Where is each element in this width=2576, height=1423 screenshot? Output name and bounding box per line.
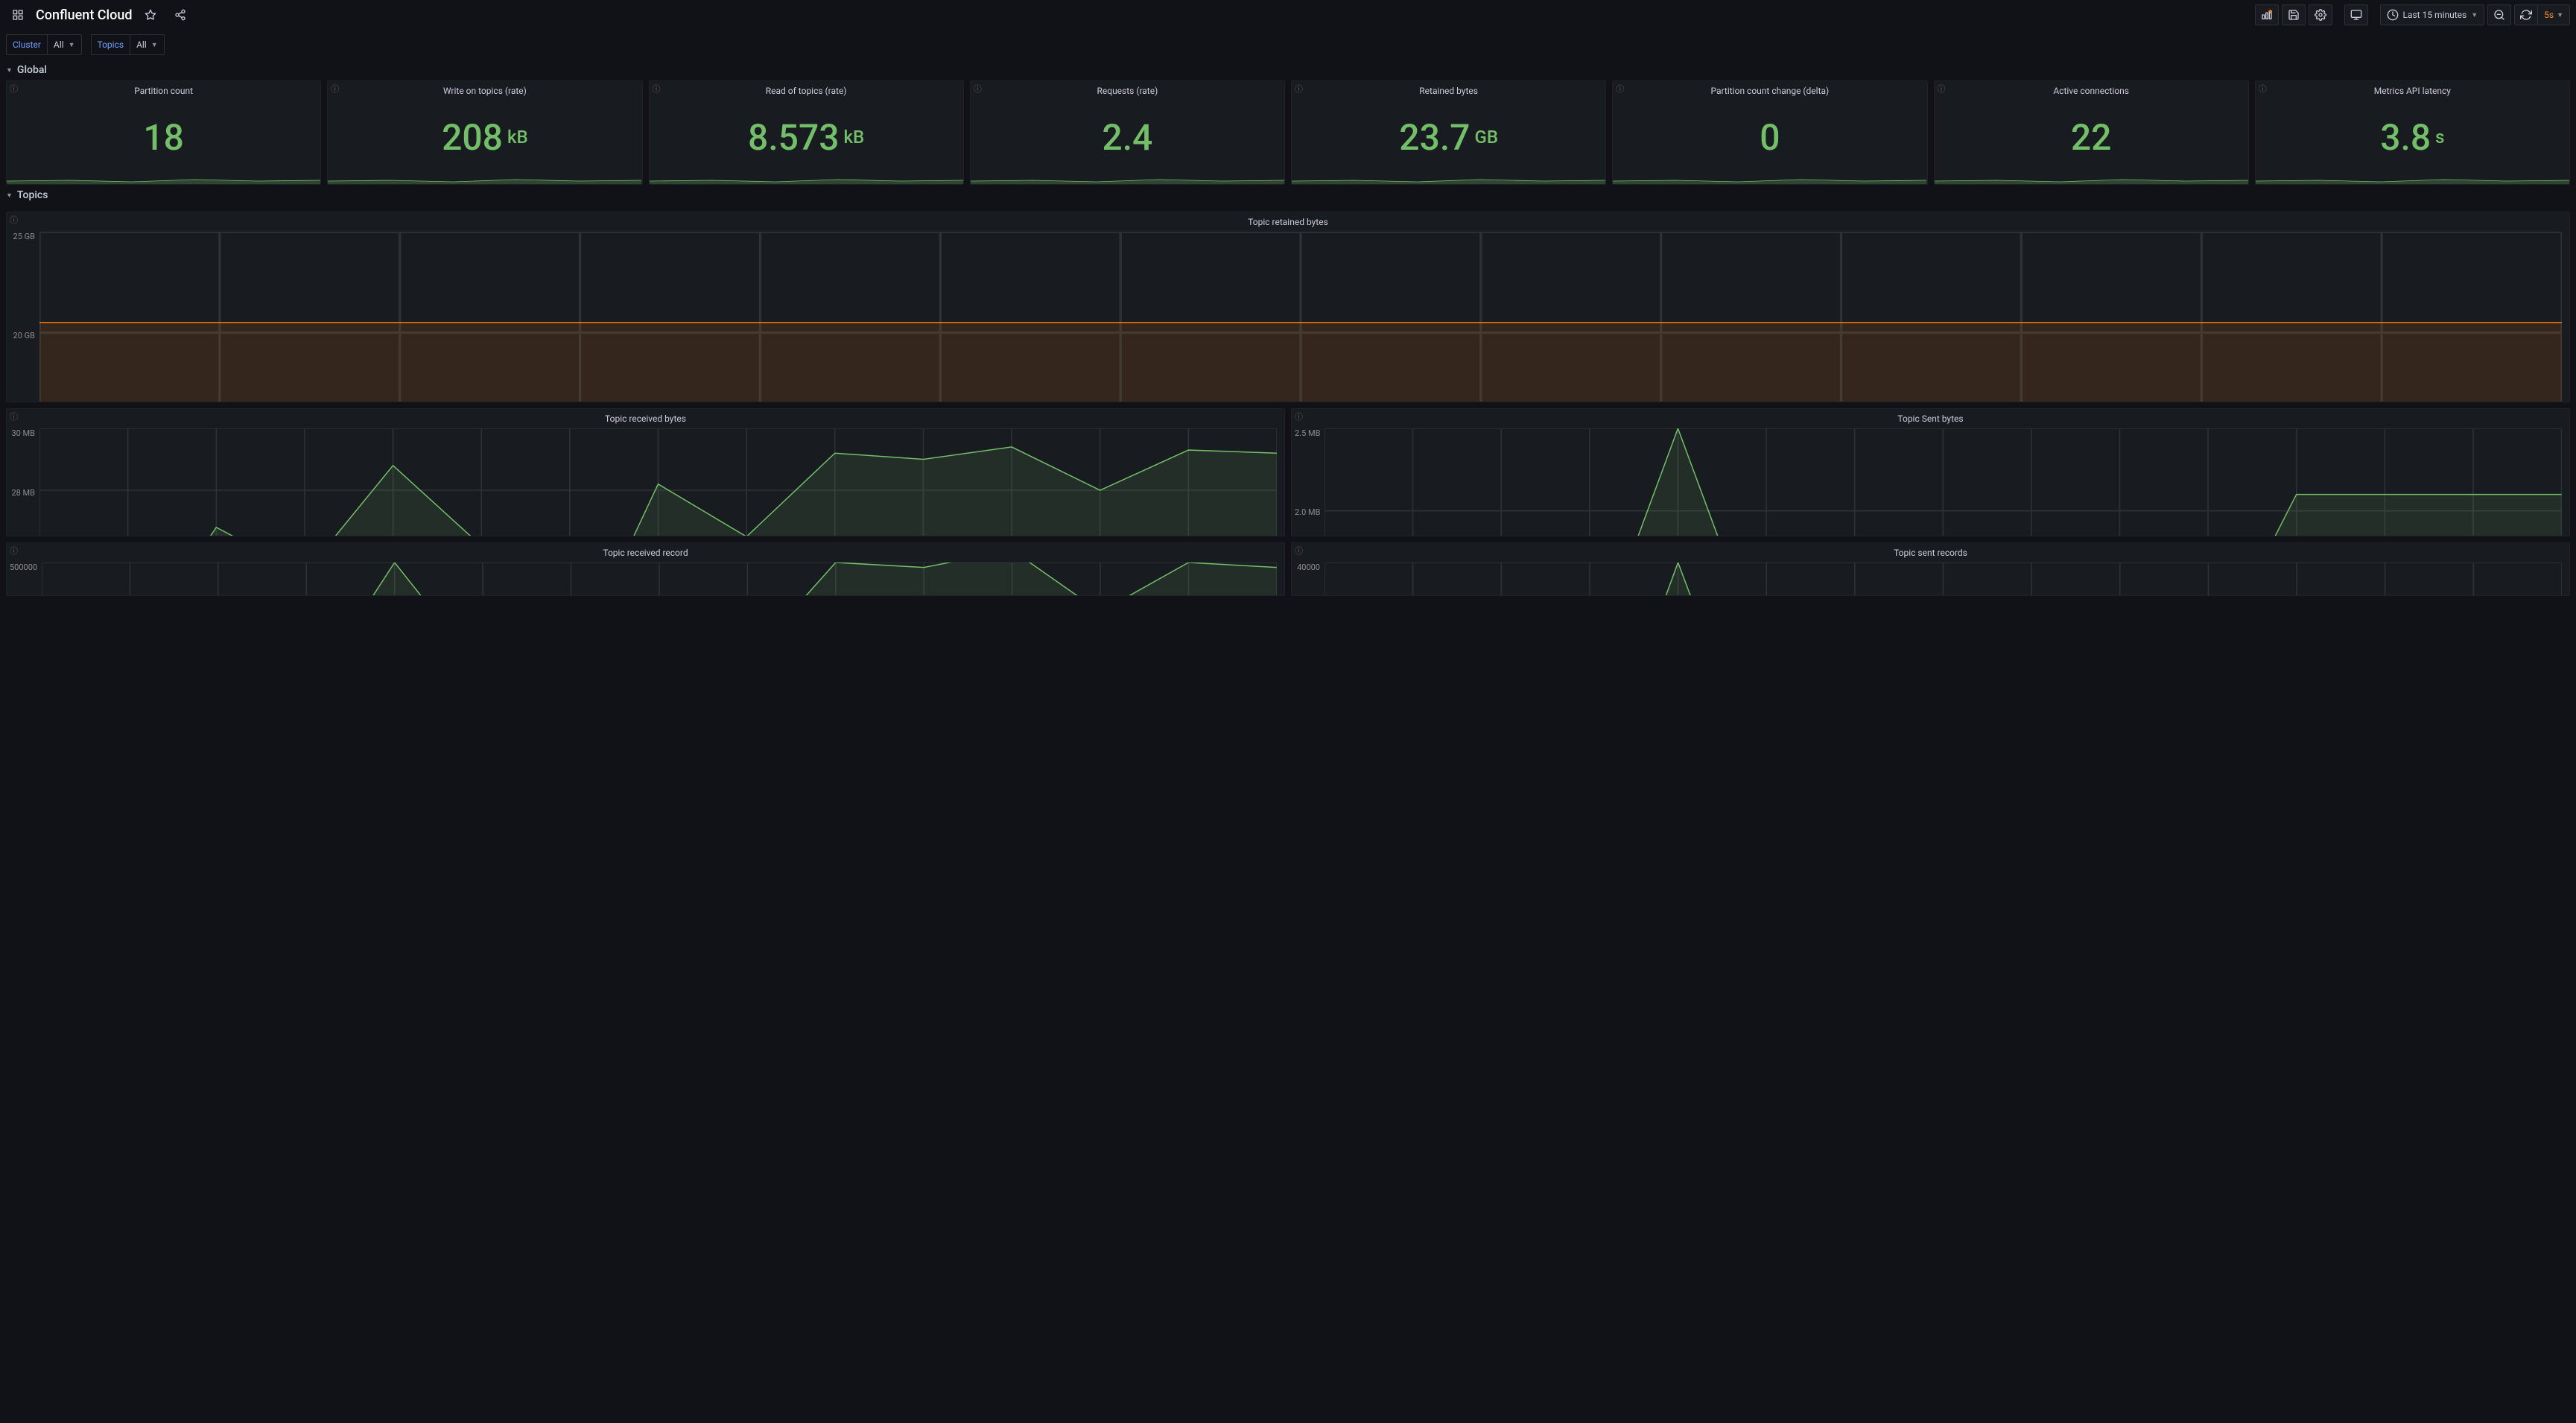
y-axis: 500000450000400000	[10, 562, 42, 596]
chevron-down-icon: ▼	[6, 66, 13, 75]
stat-title: Partition count change (delta)	[1613, 81, 1926, 98]
refresh-button[interactable]	[2514, 4, 2538, 25]
panel-menu-icon[interactable]: ⓘ	[10, 411, 18, 422]
chart-plot[interactable]	[1325, 428, 2562, 536]
dashboard-title: Confluent Cloud	[36, 7, 133, 23]
stat-panel: ⓘ Partition count 18	[6, 80, 321, 185]
stat-value: 8.573kB	[650, 98, 963, 177]
stat-title: Read of topics (rate)	[650, 81, 963, 98]
chart-plot[interactable]	[39, 428, 1277, 536]
cluster-filter-label: Cluster	[6, 34, 47, 55]
time-range-label: Last 15 minutes	[2403, 10, 2467, 20]
section-global-header[interactable]: ▼ Global	[0, 60, 2576, 80]
section-topics-header[interactable]: ▼ Topics	[0, 185, 2576, 206]
filter-bar: Cluster All ▼ Topics All ▼	[0, 30, 2576, 60]
panel-menu-icon[interactable]: ⓘ	[653, 83, 661, 95]
cluster-filter-select[interactable]: All ▼	[47, 34, 82, 55]
panel-menu-icon[interactable]: ⓘ	[10, 214, 18, 226]
tv-mode-button[interactable]	[2344, 4, 2368, 25]
panel-menu-icon[interactable]: ⓘ	[1295, 411, 1303, 422]
stat-sparkline	[971, 177, 1284, 184]
zoom-out-button[interactable]	[2487, 4, 2511, 25]
stat-value: 18	[7, 98, 320, 177]
chevron-down-icon: ▼	[2557, 11, 2563, 19]
stat-title: Requests (rate)	[971, 81, 1284, 98]
chart-sent-bytes: ⓘ Topic Sent bytes 2.5 MB2.0 MB1.5 MB1.0…	[1291, 408, 2570, 536]
stat-value: 22	[1935, 98, 2248, 177]
stat-sparkline	[1613, 177, 1926, 184]
stat-sparkline	[2256, 177, 2569, 184]
stat-panels-row: ⓘ Partition count 18 ⓘ Write on topics (…	[0, 80, 2576, 185]
chart-plot[interactable]	[39, 232, 2562, 402]
chart-received-bytes: ⓘ Topic received bytes 30 MB28 MB26 MB24…	[6, 408, 1285, 536]
settings-button[interactable]	[2309, 4, 2332, 25]
stat-title: Write on topics (rate)	[328, 81, 641, 98]
chart-plot[interactable]	[42, 562, 1277, 596]
stat-title: Partition count	[7, 81, 320, 98]
stat-panel: ⓘ Requests (rate) 2.4	[970, 80, 1285, 185]
panel-menu-icon[interactable]: ⓘ	[1616, 83, 1624, 95]
stat-value: 2.4	[971, 98, 1284, 177]
stat-value: 3.8s	[2256, 98, 2569, 177]
time-range-picker[interactable]: Last 15 minutes ▼	[2380, 4, 2485, 25]
y-axis: 400003000020000	[1295, 562, 1325, 596]
chevron-down-icon: ▼	[6, 191, 13, 200]
panel-menu-icon[interactable]: ⓘ	[10, 83, 18, 95]
stat-value: 23.7GB	[1292, 98, 1605, 177]
panel-menu-icon[interactable]: ⓘ	[2259, 83, 2267, 95]
panel-menu-icon[interactable]: ⓘ	[974, 83, 982, 95]
chevron-down-icon: ▼	[151, 41, 158, 49]
stat-sparkline	[7, 177, 320, 184]
panel-menu-icon[interactable]: ⓘ	[1938, 83, 1946, 95]
stat-panel: ⓘ Write on topics (rate) 208kB	[327, 80, 642, 185]
stat-panel: ⓘ Retained bytes 23.7GB	[1291, 80, 1606, 185]
chevron-down-icon: ▼	[2471, 11, 2478, 19]
stat-title: Retained bytes	[1292, 81, 1605, 98]
chart-plot[interactable]	[1325, 562, 2562, 596]
panel-menu-icon[interactable]: ⓘ	[1295, 545, 1303, 557]
topics-filter-select[interactable]: All ▼	[130, 34, 165, 55]
chart-retained-bytes: ⓘ Topic retained bytes 25 GB20 GB15 GB10…	[6, 212, 2570, 402]
topics-filter-label: Topics	[91, 34, 130, 55]
stat-sparkline	[1935, 177, 2248, 184]
refresh-rate-picker[interactable]: 5s ▼	[2538, 4, 2570, 25]
add-panel-button[interactable]	[2255, 4, 2279, 25]
chart-received-record: ⓘ Topic received record 5000004500004000…	[6, 542, 1285, 596]
stat-panel: ⓘ Partition count change (delta) 0	[1612, 80, 1927, 185]
refresh-rate-label: 5s	[2544, 10, 2554, 20]
stat-value: 0	[1613, 98, 1926, 177]
y-axis: 30 MB28 MB26 MB24 MB22 MB	[10, 428, 39, 536]
stat-panel: ⓘ Read of topics (rate) 8.573kB	[649, 80, 964, 185]
share-icon[interactable]	[168, 4, 192, 25]
stat-sparkline	[650, 177, 963, 184]
stat-sparkline	[1292, 177, 1605, 184]
panel-menu-icon[interactable]: ⓘ	[331, 83, 339, 95]
chevron-down-icon: ▼	[69, 41, 75, 49]
apps-icon[interactable]	[6, 4, 30, 25]
chart-sent-records: ⓘ Topic sent records 400003000020000	[1291, 542, 2570, 596]
star-icon[interactable]	[139, 4, 162, 25]
stat-sparkline	[328, 177, 641, 184]
stat-title: Active connections	[1935, 81, 2248, 98]
stat-title: Metrics API latency	[2256, 81, 2569, 98]
save-button[interactable]	[2282, 4, 2306, 25]
dashboard-header: Confluent Cloud Last 15 minutes ▼	[0, 0, 2576, 30]
stat-value: 208kB	[328, 98, 641, 177]
stat-panel: ⓘ Metrics API latency 3.8s	[2255, 80, 2570, 185]
panel-menu-icon[interactable]: ⓘ	[10, 545, 18, 557]
panel-menu-icon[interactable]: ⓘ	[1295, 83, 1303, 95]
stat-panel: ⓘ Active connections 22	[1934, 80, 2249, 185]
y-axis: 2.5 MB2.0 MB1.5 MB1.0 MB	[1295, 428, 1325, 536]
y-axis: 25 GB20 GB15 GB10 GB5 GB0 B	[10, 232, 39, 402]
